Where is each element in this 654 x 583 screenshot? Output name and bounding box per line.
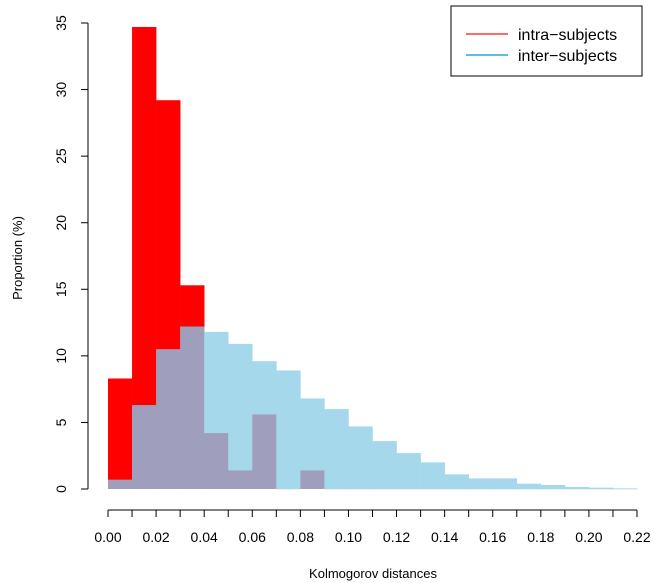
legend-box xyxy=(450,5,643,77)
inter-subjects-bar-7 xyxy=(276,370,301,490)
x-tick-label: 0.10 xyxy=(335,529,362,545)
inter-subjects-bar-10 xyxy=(348,426,373,490)
inter-subjects-bar-15 xyxy=(468,478,494,490)
inter-subjects-bar-12 xyxy=(396,453,421,490)
inter-subjects-bar-14 xyxy=(444,474,469,490)
inter-subjects-bar-21 xyxy=(612,488,638,490)
x-tick-label: 0.08 xyxy=(287,529,314,545)
y-tick-label: 30 xyxy=(53,82,69,98)
inter-subjects-bar-17 xyxy=(516,483,542,490)
inter-subjects-bar-16 xyxy=(492,478,518,490)
intra-subjects-bar-1 xyxy=(132,26,157,406)
x-tick-label: 0.18 xyxy=(527,529,554,545)
inter-subjects-bar-13 xyxy=(420,462,445,490)
overlap-bar-4 xyxy=(204,433,229,489)
bars-layer xyxy=(108,26,638,490)
legend-label-intra-subjects: intra−subjects xyxy=(518,27,617,44)
inter-subjects-bar-8 xyxy=(300,398,325,471)
x-tick-label: 0.22 xyxy=(623,529,650,545)
x-tick-label: 0.16 xyxy=(479,529,506,545)
x-tick-label: 0.20 xyxy=(575,529,602,545)
inter-subjects-bar-6 xyxy=(252,361,277,415)
y-axis: 0 5 10 15 20 25 30 35 xyxy=(53,15,89,493)
overlap-bar-0 xyxy=(108,479,133,489)
x-tick-label: 0.02 xyxy=(142,529,169,545)
x-tick-label: 0.12 xyxy=(383,529,410,545)
y-tick-label: 20 xyxy=(53,215,69,231)
inter-subjects-bar-11 xyxy=(372,441,397,490)
overlap-bar-8 xyxy=(300,470,325,489)
inter-subjects-bar-19 xyxy=(564,487,590,490)
overlap-bar-6 xyxy=(252,414,277,489)
y-tick-label: 5 xyxy=(53,418,69,426)
x-tick-label: 0.00 xyxy=(94,529,121,545)
y-tick-label: 35 xyxy=(53,15,69,31)
overlap-bar-2 xyxy=(156,349,181,489)
y-tick-label: 15 xyxy=(53,281,69,297)
x-tick-label: 0.06 xyxy=(239,529,266,545)
inter-subjects-bar-20 xyxy=(588,487,614,490)
intra-subjects-bar-0 xyxy=(108,378,133,480)
inter-subjects-bar-9 xyxy=(324,409,349,490)
y-tick-label: 10 xyxy=(53,348,69,364)
x-axis-title: Kolmogorov distances xyxy=(309,566,437,581)
x-tick-label: 0.04 xyxy=(191,529,218,545)
y-tick-label: 25 xyxy=(53,148,69,164)
inter-subjects-bar-18 xyxy=(540,485,566,490)
overlap-bar-3 xyxy=(180,326,205,489)
overlap-bar-5 xyxy=(228,470,253,489)
x-tick-label: 0.14 xyxy=(431,529,458,545)
y-axis-title: Proportion (%) xyxy=(10,216,25,300)
x-axis: 0.00 0.02 0.04 0.06 0.08 0.10 0.12 0.14 0.16 0.18… xyxy=(94,509,651,545)
legend-label-inter-subjects: inter−subjects xyxy=(518,48,617,65)
legend: intra−subjects inter−subjects xyxy=(450,5,643,77)
inter-subjects-bar-4 xyxy=(204,331,229,434)
intra-subjects-bar-2 xyxy=(156,100,181,350)
intra-subjects-bar-3 xyxy=(180,285,205,327)
y-tick-label: 0 xyxy=(53,485,69,493)
inter-subjects-bar-5 xyxy=(228,343,253,471)
overlap-bar-1 xyxy=(132,405,157,489)
